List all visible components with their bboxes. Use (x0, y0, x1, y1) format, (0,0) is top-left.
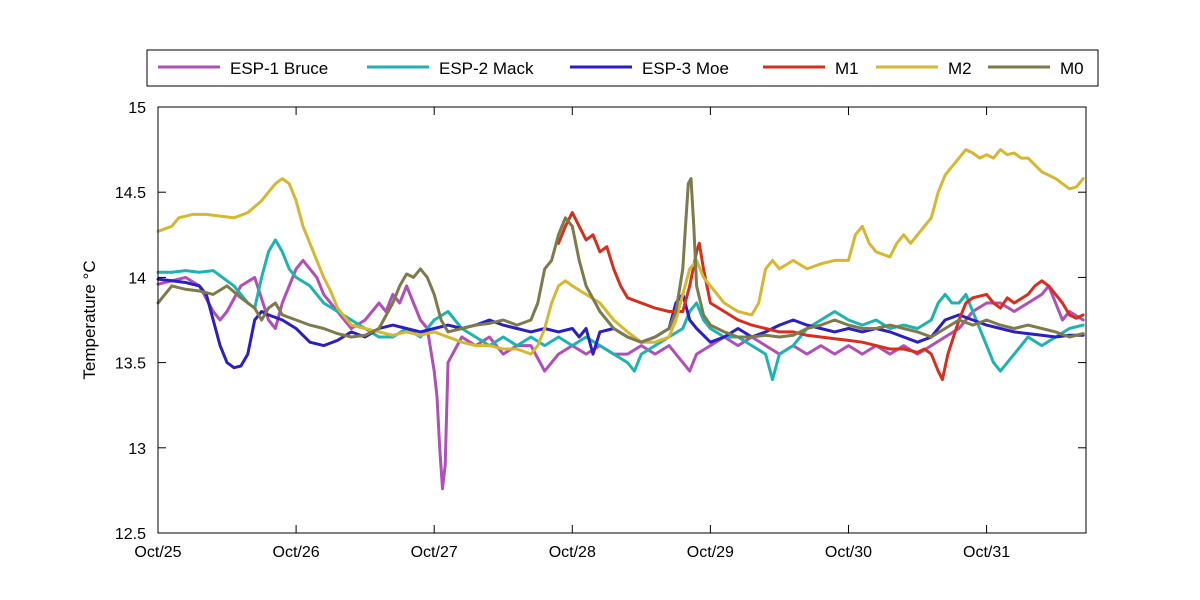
x-axis: Oct/25 Oct/26 Oct/27 Oct/28 Oct/29 Oct/30 Oct/… (134, 107, 1010, 561)
x-tick-label: Oct/29 (687, 544, 734, 561)
y-tick-label: 14 (128, 270, 146, 287)
series-line-4 (156, 148, 1085, 356)
plot-area (156, 106, 1087, 534)
x-tick-label: Oct/30 (825, 544, 872, 561)
axes-frame (157, 106, 1087, 534)
legend-label-1: ESP-2 Mack (439, 59, 534, 78)
x-tick-label: Oct/28 (549, 544, 596, 561)
x-tick-label: Oct/31 (963, 544, 1010, 561)
legend: ESP-1 Bruce ESP-2 Mack ESP-3 Moe M1 M2 M0 (146, 49, 1099, 87)
y-tick-label: 13 (128, 441, 146, 458)
y-tick-label: 14.5 (115, 185, 146, 202)
y-axis: 12.5 13 13.5 14 14.5 15 (115, 100, 1086, 543)
y-axis-title: Temperature °C (80, 260, 99, 379)
y-tick-label: 15 (128, 100, 146, 117)
series-line-3 (557, 211, 1085, 382)
series-line-5 (156, 177, 1085, 344)
legend-label-5: M0 (1060, 59, 1084, 78)
y-tick-label: 13.5 (115, 356, 146, 373)
x-tick-label: Oct/26 (273, 544, 320, 561)
legend-label-0: ESP-1 Bruce (230, 59, 328, 78)
legend-label-2: ESP-3 Moe (642, 59, 729, 78)
x-tick-label: Oct/27 (411, 544, 458, 561)
legend-label-4: M2 (948, 59, 972, 78)
x-tick-label: Oct/25 (134, 544, 181, 561)
y-tick-label: 12.5 (115, 526, 146, 543)
legend-label-3: M1 (835, 59, 859, 78)
series-line-1 (156, 238, 1085, 382)
